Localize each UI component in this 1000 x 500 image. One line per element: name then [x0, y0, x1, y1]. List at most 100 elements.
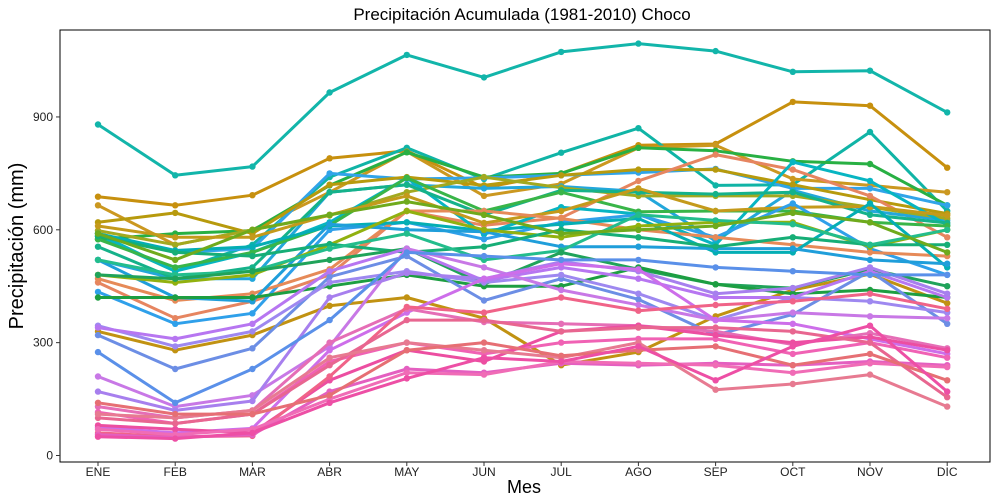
series-line — [96, 202, 949, 326]
data-point — [326, 211, 333, 218]
data-point — [249, 243, 256, 250]
series-line — [96, 183, 949, 281]
data-point — [172, 435, 179, 442]
data-point — [94, 193, 102, 200]
data-point — [326, 181, 333, 188]
data-point — [944, 354, 951, 361]
data-point — [94, 243, 102, 250]
data-point — [789, 350, 796, 358]
data-point — [480, 252, 488, 260]
data-point — [789, 369, 796, 376]
data-point — [172, 410, 179, 418]
data-point — [326, 273, 333, 280]
y-tick-label: 0 — [46, 449, 53, 463]
data-point — [172, 264, 179, 271]
data-point — [944, 377, 951, 384]
data-point — [480, 264, 488, 271]
series-39 — [94, 358, 951, 438]
data-point — [789, 209, 796, 217]
series-29 — [94, 245, 951, 410]
series-group — [94, 40, 951, 442]
data-point — [635, 324, 642, 331]
data-point — [789, 98, 796, 106]
data-point — [866, 241, 874, 248]
data-point — [558, 48, 565, 56]
series-line — [96, 324, 949, 441]
data-point — [866, 192, 874, 200]
data-point — [403, 230, 410, 237]
data-point — [326, 221, 333, 228]
data-point — [403, 339, 410, 346]
data-point — [480, 74, 488, 81]
data-point — [944, 283, 951, 290]
y-tick-label: 600 — [33, 223, 53, 237]
series-41 — [94, 339, 951, 418]
data-point — [712, 331, 719, 339]
data-point — [712, 217, 719, 224]
data-point — [249, 410, 256, 418]
data-point — [866, 322, 874, 329]
data-point — [712, 222, 719, 230]
data-point — [326, 240, 333, 248]
y-axis-title: Precipitación (mm) — [6, 163, 28, 330]
data-point — [944, 300, 951, 307]
series-line — [96, 247, 949, 409]
series-42 — [94, 322, 951, 442]
data-point — [403, 269, 410, 277]
data-point — [94, 433, 102, 440]
series-line — [96, 247, 949, 341]
data-point — [944, 394, 951, 401]
data-point — [712, 190, 719, 198]
data-point — [172, 241, 179, 248]
data-point — [944, 347, 951, 354]
data-point — [635, 177, 642, 185]
data-point — [249, 320, 256, 327]
data-point — [789, 380, 796, 388]
data-point — [403, 51, 410, 59]
data-point — [635, 296, 642, 303]
data-point — [789, 234, 796, 241]
data-point — [866, 313, 874, 320]
x-tick-label: MAY — [394, 465, 419, 479]
data-point — [326, 294, 333, 301]
data-point — [480, 371, 488, 378]
data-point — [94, 121, 102, 128]
data-point — [635, 266, 642, 273]
data-point — [944, 403, 951, 410]
y-axis: 0 300 600 900 — [33, 110, 60, 463]
data-point — [789, 158, 796, 166]
data-point — [789, 200, 796, 207]
data-point — [480, 173, 488, 181]
data-point — [789, 189, 796, 196]
data-point — [635, 226, 642, 233]
data-point — [480, 243, 488, 250]
data-point — [249, 294, 256, 301]
data-point — [944, 315, 951, 322]
data-point — [558, 256, 565, 264]
data-point — [866, 271, 874, 279]
data-point — [326, 170, 333, 177]
data-point — [249, 252, 256, 260]
data-point — [558, 286, 565, 294]
x-tick-label: ABR — [317, 465, 342, 479]
data-point — [944, 202, 951, 209]
data-point — [249, 163, 256, 170]
data-point — [403, 303, 410, 311]
data-point — [866, 200, 874, 207]
data-point — [712, 47, 719, 55]
data-point — [789, 320, 796, 327]
data-point — [403, 207, 410, 215]
data-point — [789, 245, 796, 252]
data-point — [94, 399, 102, 406]
data-point — [558, 221, 565, 228]
series-line — [96, 200, 949, 262]
data-point — [249, 310, 256, 317]
series-line — [96, 254, 949, 371]
data-point — [866, 219, 874, 226]
data-point — [403, 347, 410, 354]
data-point — [480, 219, 488, 227]
data-point — [712, 207, 719, 215]
data-point — [635, 290, 642, 297]
data-point — [558, 339, 565, 346]
data-point — [712, 264, 719, 271]
